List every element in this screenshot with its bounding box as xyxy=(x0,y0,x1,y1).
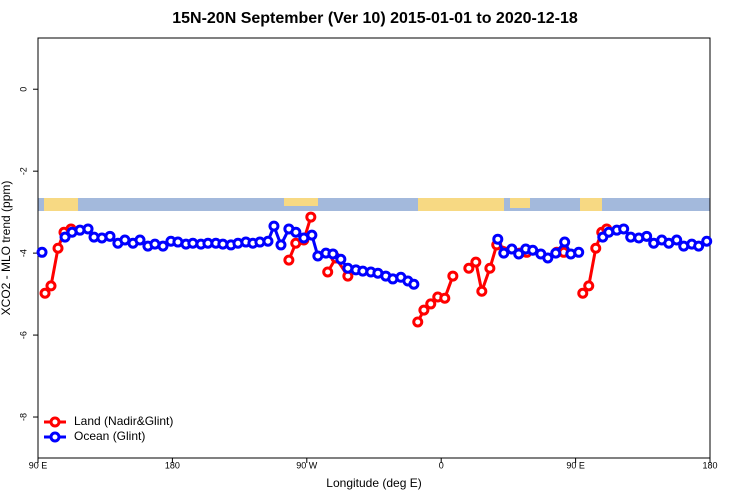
data-point xyxy=(39,287,51,299)
chart-title: 15N-20N September (Ver 10) 2015-01-01 to… xyxy=(172,10,578,27)
data-point xyxy=(484,262,496,274)
legend-label: Ocean (Glint) xyxy=(74,429,145,443)
x-tick-label: 180 xyxy=(702,460,717,470)
data-point xyxy=(550,247,562,259)
data-point xyxy=(577,287,589,299)
data-point xyxy=(513,248,525,260)
data-point xyxy=(641,230,653,242)
x-tick-label: 90 E xyxy=(29,460,48,470)
data-point xyxy=(476,285,488,297)
data-point xyxy=(542,252,554,264)
data-point xyxy=(104,230,116,242)
y-tick-label: -4 xyxy=(18,249,28,257)
data-point xyxy=(52,242,64,254)
y-tick-label: -8 xyxy=(18,413,28,421)
x-tick-label: 0 xyxy=(439,460,444,470)
data-point xyxy=(573,246,585,258)
data-point xyxy=(59,231,71,243)
y-tick-label: 0 xyxy=(18,87,28,92)
data-point xyxy=(618,223,630,235)
data-point xyxy=(268,220,280,232)
data-point xyxy=(322,266,334,278)
y-tick-label: -2 xyxy=(18,167,28,175)
y-tick-label: -6 xyxy=(18,331,28,339)
data-point xyxy=(290,226,302,238)
data-point xyxy=(45,280,57,292)
data-point xyxy=(82,223,94,235)
data-point xyxy=(418,304,430,316)
data-point xyxy=(470,256,482,268)
data-point xyxy=(306,229,318,241)
data-point xyxy=(157,240,169,252)
data-point xyxy=(262,235,274,247)
x-tick-label: 90 W xyxy=(296,460,318,470)
data-point xyxy=(498,247,510,259)
data-point xyxy=(463,262,475,274)
data-point xyxy=(506,243,518,255)
y-axis-label: XCO2 - MLO trend (ppm) xyxy=(0,181,13,316)
data-point xyxy=(36,246,48,258)
data-point xyxy=(583,280,595,292)
data-point xyxy=(275,239,287,251)
data-point xyxy=(335,253,347,265)
data-point xyxy=(671,234,683,246)
data-point xyxy=(408,278,420,290)
legend-marker xyxy=(49,416,61,428)
data-point xyxy=(559,236,571,248)
legend-marker xyxy=(49,431,61,443)
data-point xyxy=(447,270,459,282)
x-tick-label: 90 E xyxy=(566,460,585,470)
plot-frame xyxy=(37,37,711,459)
data-point xyxy=(425,298,437,310)
x-axis-label: Longitude (deg E) xyxy=(326,476,421,490)
data-point xyxy=(492,233,504,245)
data-point xyxy=(693,240,705,252)
data-point xyxy=(305,211,317,223)
data-point xyxy=(327,248,339,260)
data-point xyxy=(412,316,424,328)
legend-label: Land (Nadir&Glint) xyxy=(74,414,173,428)
map-strip xyxy=(38,198,710,211)
data-point xyxy=(283,254,295,266)
data-point xyxy=(590,242,602,254)
x-tick-label: 180 xyxy=(165,460,180,470)
data-point xyxy=(701,235,713,247)
data-point xyxy=(134,234,146,246)
data-point xyxy=(439,292,451,304)
